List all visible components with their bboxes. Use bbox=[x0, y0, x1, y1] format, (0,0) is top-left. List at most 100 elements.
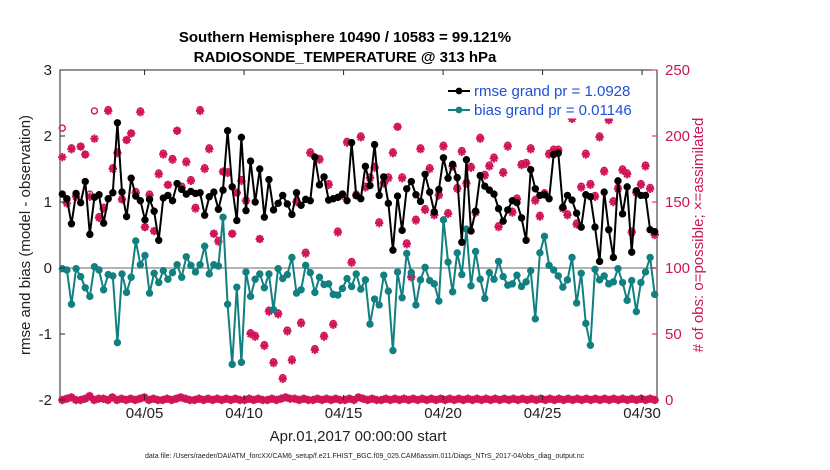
obs-assimilated-marker bbox=[273, 310, 283, 319]
rmse-point bbox=[563, 191, 572, 200]
bias-point bbox=[380, 271, 388, 279]
bias-point bbox=[595, 276, 604, 284]
bias-point bbox=[577, 269, 585, 277]
bias-point bbox=[357, 285, 365, 293]
obs-assimilated-marker bbox=[494, 222, 503, 232]
rmse-point bbox=[471, 207, 480, 215]
rmse-point bbox=[338, 190, 347, 198]
rmse-point bbox=[421, 170, 429, 178]
rmse-point bbox=[522, 236, 530, 244]
y-axis-right-label: # of obs: o=possible; ×=assimilated bbox=[690, 118, 707, 353]
y-axis-left-label: rmse and bias (model - observation) bbox=[17, 115, 34, 355]
bias-point bbox=[306, 268, 314, 277]
obs-assimilated-marker bbox=[76, 142, 85, 151]
obs-assimilated-marker bbox=[269, 358, 278, 368]
obs-assimilated-marker bbox=[191, 204, 200, 213]
bias-point bbox=[228, 360, 236, 369]
rmse-point bbox=[306, 196, 314, 205]
rmse-point bbox=[407, 177, 416, 186]
bias-point bbox=[338, 284, 347, 293]
obs-assimilated-marker bbox=[485, 162, 494, 171]
rmse-point bbox=[504, 206, 512, 214]
obs-assimilated-marker bbox=[333, 228, 343, 237]
bias-point bbox=[301, 261, 310, 270]
bias-point bbox=[508, 280, 517, 288]
bias-point bbox=[191, 268, 200, 276]
rmse-point bbox=[531, 185, 540, 193]
obs-assimilated-marker bbox=[402, 240, 411, 249]
obs-assimilated-marker bbox=[81, 150, 90, 159]
bias-point bbox=[136, 261, 145, 269]
series-layer bbox=[58, 119, 659, 369]
bias-point bbox=[444, 258, 452, 266]
rmse-point bbox=[315, 181, 324, 189]
obs-assimilated-marker bbox=[310, 345, 320, 355]
bias-point bbox=[476, 275, 484, 283]
obs-assimilated-marker bbox=[200, 164, 209, 174]
obs-assimilated-marker bbox=[489, 154, 499, 163]
rmse-point bbox=[641, 191, 650, 200]
obs-assimilated-marker bbox=[466, 163, 476, 172]
rmse-point bbox=[430, 208, 438, 216]
rmse-point bbox=[292, 189, 301, 197]
bias-point bbox=[549, 266, 558, 274]
bias-point bbox=[122, 288, 131, 297]
bias-point bbox=[398, 294, 406, 302]
obs-assimilated-marker bbox=[278, 374, 287, 384]
rmse-point bbox=[67, 220, 76, 228]
rmse-point bbox=[448, 160, 457, 169]
obs-assimilated-marker bbox=[526, 145, 535, 154]
rmse-point bbox=[279, 191, 287, 200]
rmse-point bbox=[86, 230, 94, 239]
obs-assimilated-marker bbox=[609, 197, 618, 207]
x-tick-label: 04/30 bbox=[623, 405, 661, 422]
rmse-point bbox=[58, 190, 66, 198]
x-tick-label: 04/25 bbox=[524, 405, 562, 422]
rmse-point bbox=[366, 181, 374, 190]
data-file-footer: data file: /Users/raeder/DAI/ATM_forcXX/… bbox=[145, 453, 585, 460]
rmse-point bbox=[527, 165, 535, 174]
rmse-point bbox=[210, 188, 218, 196]
rmse-point bbox=[458, 238, 466, 246]
obs-assimilated-marker bbox=[136, 108, 145, 117]
bias-point bbox=[485, 268, 494, 277]
legend-rmse-marker bbox=[455, 87, 463, 95]
rmse-point bbox=[444, 174, 452, 182]
bias-point bbox=[540, 232, 549, 241]
bias-point bbox=[421, 263, 429, 272]
rmse-point bbox=[545, 195, 553, 203]
y-left-tick-label: 1 bbox=[44, 194, 52, 211]
rmse-point bbox=[205, 193, 213, 201]
obs-assimilated-marker bbox=[260, 341, 269, 351]
bias-point bbox=[187, 261, 195, 270]
obs-assimilated-marker bbox=[443, 209, 453, 219]
bias-point bbox=[651, 290, 659, 299]
rmse-point bbox=[384, 199, 393, 208]
bias-point bbox=[582, 319, 590, 328]
x-tick-label: 04/20 bbox=[424, 405, 462, 422]
obs-assimilated-marker bbox=[347, 258, 356, 267]
bias-point bbox=[403, 249, 411, 258]
obs-assimilated-marker bbox=[168, 155, 177, 164]
bias-point bbox=[481, 294, 489, 303]
rmse-point bbox=[200, 211, 209, 219]
bias-point bbox=[269, 305, 278, 314]
chart-title-line2: RADIOSONDE_TEMPERATURE @ 313 hPa bbox=[194, 49, 497, 66]
rmse-point bbox=[164, 191, 172, 200]
rmse-point bbox=[76, 198, 85, 207]
bias-point bbox=[614, 264, 622, 273]
rmse-point bbox=[251, 198, 259, 206]
bias-point bbox=[490, 275, 498, 283]
bias-point bbox=[159, 266, 168, 275]
bias-point bbox=[471, 247, 480, 256]
obs-assimilated-marker bbox=[122, 135, 131, 145]
rmse-point bbox=[568, 196, 576, 204]
obs-assimilated-marker bbox=[498, 168, 508, 178]
rmse-point bbox=[595, 257, 604, 266]
obs-assimilated-marker bbox=[457, 147, 467, 157]
obs-assimilated-marker bbox=[195, 106, 205, 116]
obs-assimilated-marker bbox=[636, 180, 646, 190]
rmse-point bbox=[614, 177, 622, 185]
obs-assimilated-marker bbox=[388, 148, 398, 158]
obs-assimilated-marker bbox=[172, 126, 182, 135]
